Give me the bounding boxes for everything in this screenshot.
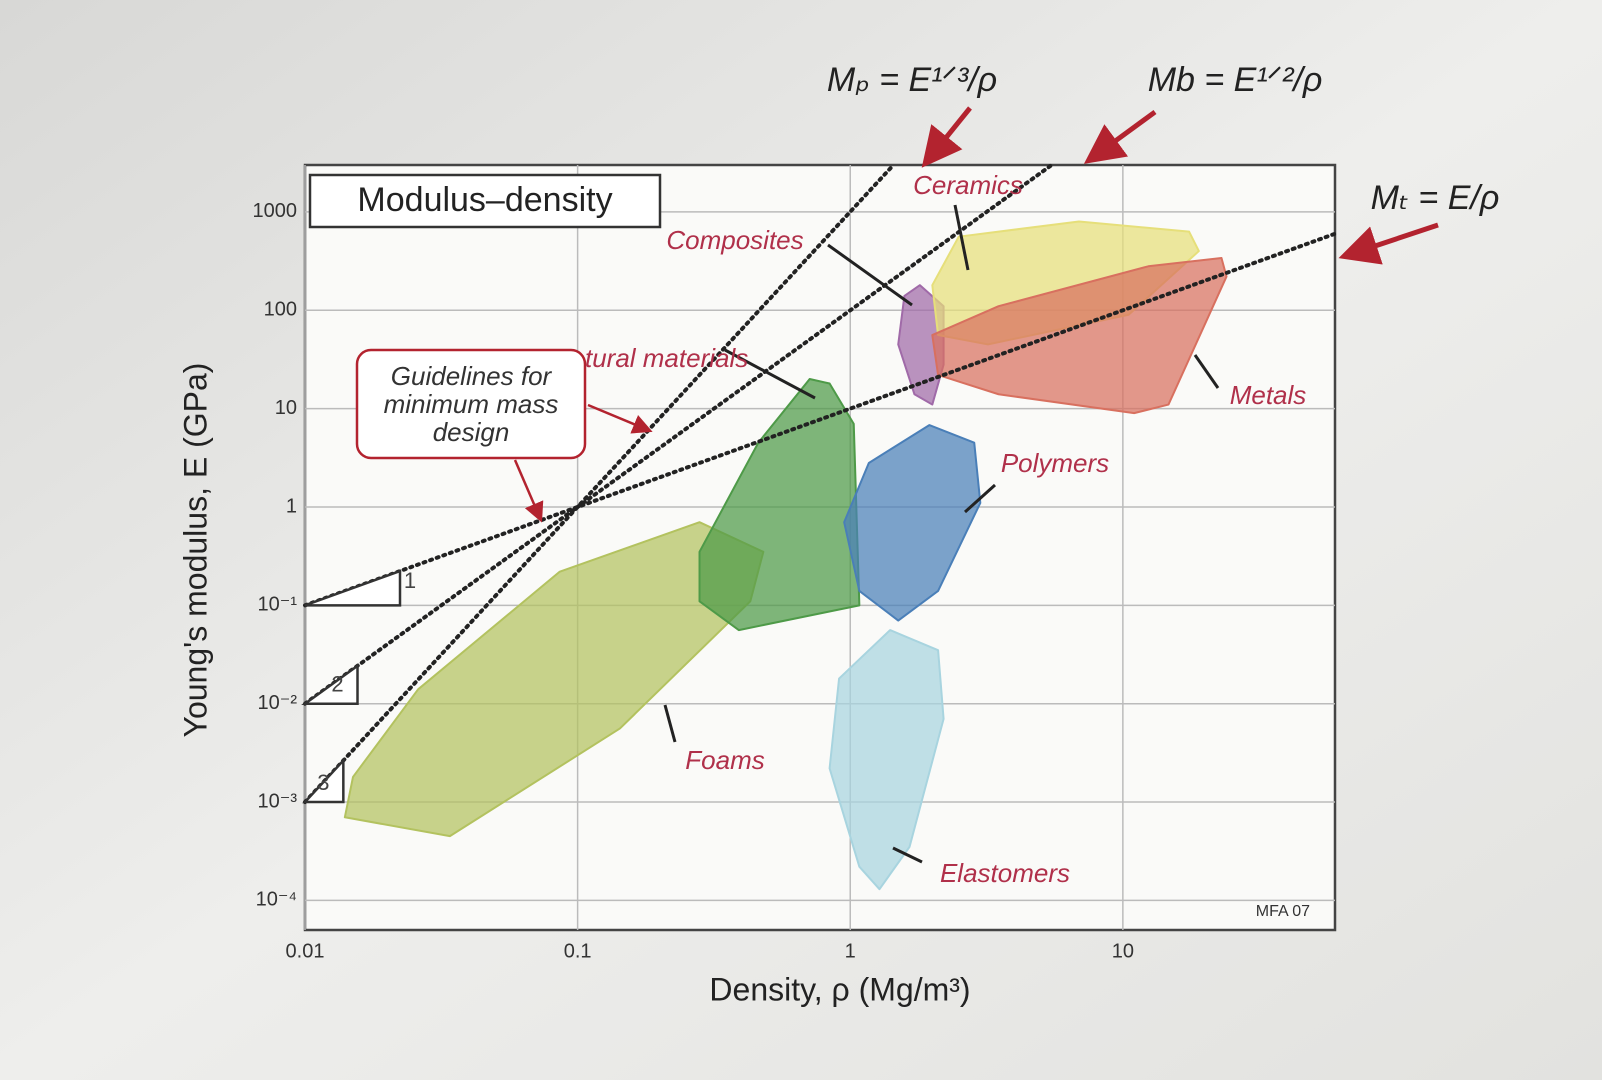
- region-label: Polymers: [1001, 448, 1109, 478]
- region: [897, 284, 945, 406]
- y-tick-label: 1000: [253, 200, 298, 222]
- y-tick-label: 10⁻²: [258, 692, 298, 714]
- guideline-label: Mb = E¹ᐟ²/ρ: [1148, 61, 1323, 99]
- region: [828, 629, 945, 891]
- annotation-arrow: [587, 403, 653, 434]
- region-label: Metals: [1230, 380, 1307, 410]
- guideline-arrow: [1338, 222, 1439, 265]
- annotation-arrow: [513, 459, 544, 523]
- plot: 0.01 0.1 1 10 1000 100 10 1 10⁻¹ 10⁻² 10⁻³ 10⁻⁴ 1 2 3 F…: [253, 163, 1337, 962]
- guideline: [303, 163, 1054, 706]
- y-tick-label: 10⁻¹: [258, 594, 298, 616]
- y-tick-label: 10⁻³: [258, 790, 298, 812]
- guideline: [303, 231, 1337, 608]
- leader-line: [963, 483, 997, 514]
- slope-label: 2: [331, 672, 343, 697]
- region: [931, 257, 1228, 415]
- title-box: [308, 173, 662, 229]
- annotation: design: [433, 417, 510, 447]
- leader-line: [953, 204, 970, 271]
- guideline-label: Mₜ = E/ρ: [1371, 179, 1500, 217]
- x-tick-label: 10: [1112, 940, 1134, 962]
- guideline: [303, 163, 896, 805]
- region: [843, 424, 982, 622]
- region-label: Ceramics: [913, 170, 1023, 200]
- x-tick-label: 1: [845, 940, 856, 962]
- region-label: Foams: [685, 745, 764, 775]
- slope-triangle: [304, 569, 402, 607]
- chart-title: Modulus–density: [357, 181, 612, 219]
- region: [698, 378, 861, 632]
- region-label: Composites: [666, 225, 803, 255]
- x-axis-label: Density, ρ (Mg/m³): [709, 971, 970, 1007]
- x-tick-label: 0.1: [564, 940, 592, 962]
- leader-line: [663, 704, 677, 743]
- slope-label: 3: [317, 770, 329, 795]
- guideline-label: Mₚ = E¹ᐟ³/ρ: [827, 61, 997, 99]
- region-label: Elastomers: [940, 858, 1070, 888]
- y-tick-label: 10⁻⁴: [256, 889, 297, 911]
- guideline-arrow: [1083, 109, 1157, 164]
- annotation: Guidelines for: [391, 361, 553, 391]
- annotation: minimum mass: [384, 389, 559, 419]
- annotation-box: [355, 348, 587, 460]
- slope-triangle: [301, 663, 359, 705]
- y-tick-label: 10: [275, 397, 297, 419]
- y-tick-label: 100: [264, 299, 297, 321]
- x-tick-label: 0.01: [286, 940, 325, 962]
- leader-line: [724, 348, 816, 400]
- guideline-arrow: [921, 106, 972, 168]
- leader-line: [892, 846, 923, 864]
- y-tick-label: 1: [286, 495, 297, 517]
- leader-line: [1193, 354, 1220, 389]
- slope-triangle: [302, 757, 345, 804]
- y-axis-label: Young's modulus, E (GPa): [177, 363, 213, 738]
- slope-label: 1: [404, 568, 416, 593]
- credit: MFA 07: [1256, 903, 1310, 920]
- leader-line: [827, 243, 913, 307]
